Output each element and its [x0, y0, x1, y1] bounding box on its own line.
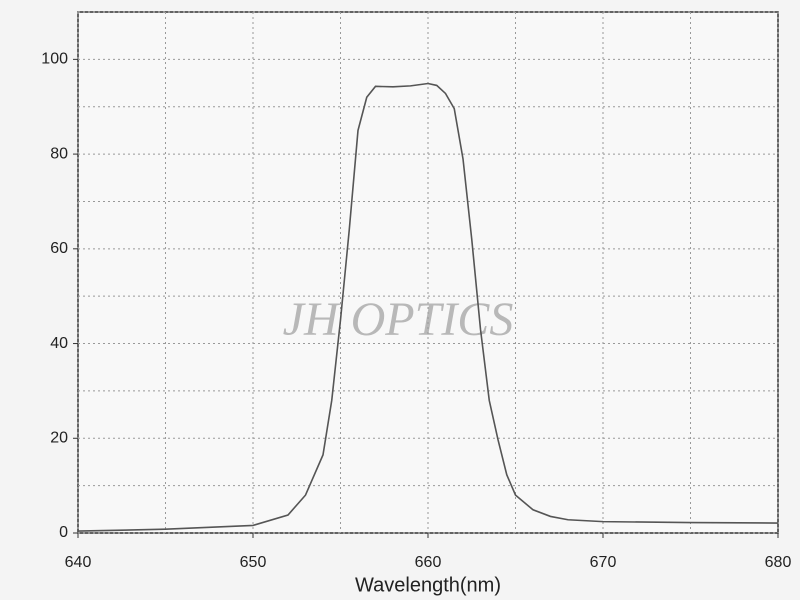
- y-tick-label: 20: [50, 429, 68, 446]
- x-tick-label: 660: [415, 554, 442, 571]
- y-tick-label: 40: [50, 335, 68, 352]
- watermark: JH OPTICS: [283, 293, 514, 346]
- y-tick-label: 80: [50, 145, 68, 162]
- y-tick-label: 100: [41, 51, 68, 68]
- y-tick-label: 60: [50, 240, 68, 257]
- x-tick-label: 670: [590, 554, 617, 571]
- x-tick-label: 650: [240, 554, 267, 571]
- x-tick-label: 640: [65, 554, 92, 571]
- x-axis-label: Wavelength(nm): [355, 574, 501, 596]
- y-tick-label: 0: [59, 524, 68, 541]
- data-line: [77, 82, 779, 532]
- x-tick-label: 680: [765, 554, 792, 571]
